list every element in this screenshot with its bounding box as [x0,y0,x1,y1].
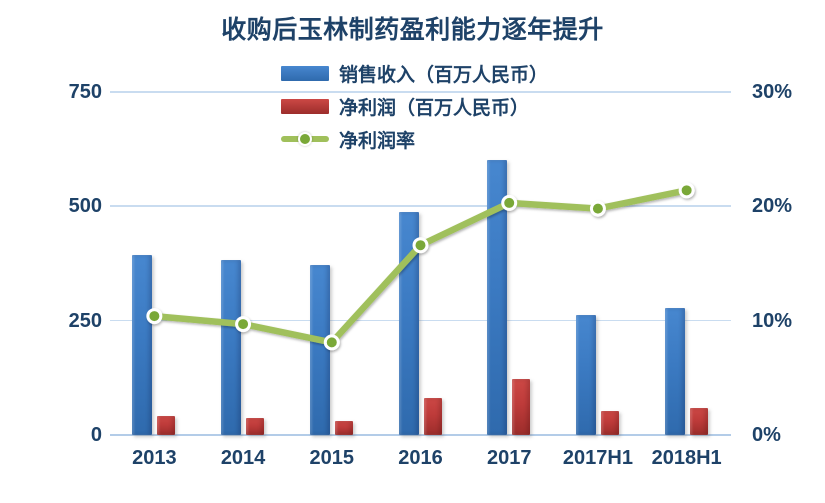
revenue-bar-2014 [221,259,242,435]
right-axis-tick-label: 20% [752,195,793,218]
profit-bar-2017H1 [600,411,619,435]
left-axis-tick-label: 250 [68,309,102,332]
profit-bar-2016 [423,397,442,435]
left-axis-tick-label: 500 [68,195,102,218]
category-label-2015: 2015 [309,447,355,469]
legend-item: 净利润率 [281,128,548,152]
category-label-2018H1: 2018H1 [651,447,722,469]
net-margin-marker-2018H1 [678,182,695,199]
legend-line-swatch-icon [281,131,329,147]
net-margin-marker-2014 [235,316,252,333]
chart-title: 收购后玉林制药盈利能力逐年提升 [221,16,604,44]
revenue-bar-2013 [132,254,153,435]
legend-marker-icon [298,132,312,146]
net-margin-marker-2013 [146,308,163,325]
legend-bar-swatch-icon [281,65,329,81]
right-axis-tick-label: 0% [752,424,781,446]
net-margin-marker-2017H1 [589,200,606,217]
right-axis-tick-label: 10% [752,309,793,332]
net-margin-marker-2017 [501,194,518,211]
net-margin-line-layer [146,182,695,351]
net-margin-marker-2015 [323,334,340,351]
category-label-2017H1: 2017H1 [562,447,633,469]
category-label-2016: 2016 [398,447,443,469]
category-label-2014: 2014 [220,447,266,469]
profit-bar-2014 [246,418,265,435]
profit-bar-2018H1 [689,408,708,435]
legend-label: 净利润率 [339,130,416,152]
net-margin-marker-2016 [412,237,429,254]
right-axis-tick-label: 30% [752,81,793,103]
chart-legend: 销售收入（百万人民币） 净利润（百万人民币） 净利润率 [281,62,548,161]
legend-item: 净利润（百万人民币） [281,95,548,119]
legend-label: 销售收入（百万人民币） [339,64,549,86]
left-axis-tick-label: 750 [68,81,102,103]
revenue-bar-2015 [309,264,330,435]
left-axis-tick-label: 0 [90,424,102,446]
legend-item: 销售收入（百万人民币） [281,62,549,86]
x-axis-line [110,434,731,436]
profit-bar-2013 [157,416,176,435]
gridline [110,205,731,207]
revenue-bar-2018H1 [664,307,685,435]
profit-bar-2015 [334,421,353,435]
profit-bar-2017 [512,379,531,435]
net-margin-line [154,187,688,346]
legend-bar-swatch-icon [281,98,329,114]
revenue-bar-2017H1 [575,315,596,435]
plot-area [110,91,731,436]
gridline [110,91,731,93]
category-label-2013: 2013 [132,447,177,469]
legend-label: 净利润（百万人民币） [339,97,530,119]
revenue-bar-2017 [487,159,508,435]
gridline [110,319,731,322]
category-label-2017: 2017 [486,447,532,469]
